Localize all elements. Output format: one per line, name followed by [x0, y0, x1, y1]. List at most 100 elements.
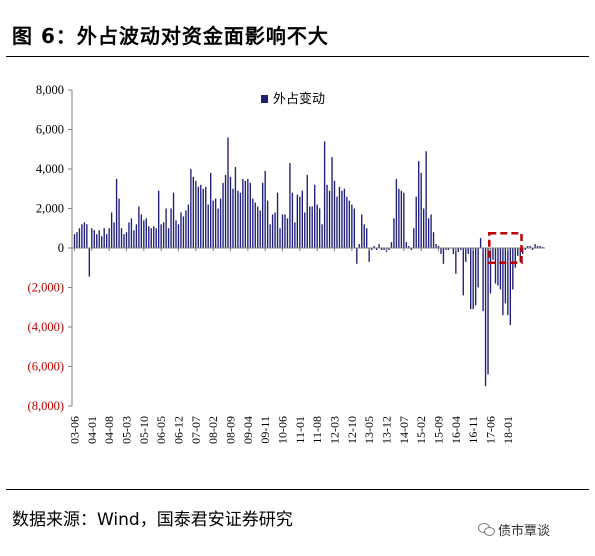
bar	[519, 248, 521, 262]
highlight-box	[488, 231, 523, 265]
bar	[467, 248, 469, 254]
bar	[403, 192, 405, 248]
bar	[125, 232, 128, 248]
bar	[474, 248, 477, 306]
bar	[395, 178, 398, 249]
bar	[185, 210, 187, 248]
x-tick-label: 17-06	[484, 416, 498, 444]
x-tick-label: 07-07	[189, 416, 203, 444]
bar	[309, 206, 311, 248]
bar	[447, 248, 450, 250]
figure-title: 图 6：外占波动对资金面影响不大	[12, 24, 329, 48]
bar	[192, 176, 195, 248]
x-tick-label: 15-09	[432, 416, 446, 444]
bar	[108, 228, 110, 248]
y-tick-label: 0	[58, 241, 64, 255]
bar	[323, 141, 326, 248]
bar	[202, 188, 204, 248]
x-tick-label: 11-08	[310, 416, 324, 444]
bar	[432, 232, 435, 248]
bar	[113, 222, 115, 248]
bar	[514, 248, 516, 268]
bar	[304, 212, 306, 248]
bar	[413, 228, 415, 248]
bar	[222, 182, 224, 248]
bar	[427, 218, 430, 249]
bar	[187, 204, 190, 248]
bar	[333, 180, 336, 248]
bar	[531, 248, 534, 250]
bar	[539, 246, 541, 248]
bar	[316, 204, 318, 248]
bar	[103, 228, 105, 248]
bar	[98, 230, 100, 248]
bar	[279, 228, 281, 248]
bar	[264, 170, 266, 248]
bar	[101, 236, 103, 248]
bar	[252, 198, 254, 249]
bar	[358, 244, 360, 248]
x-tick-label: 13-05	[362, 416, 376, 444]
bar	[229, 176, 232, 248]
x-tick-label: 06-12	[172, 416, 186, 444]
bar	[110, 212, 113, 248]
bar	[118, 198, 120, 249]
bar	[331, 157, 333, 248]
bar	[343, 188, 346, 248]
source-divider	[6, 489, 589, 490]
bar	[314, 184, 316, 248]
bar	[143, 220, 145, 248]
bar	[217, 208, 219, 248]
bar	[78, 228, 81, 248]
bar	[197, 186, 199, 248]
bar	[393, 218, 395, 249]
y-tick-label: 2,000	[36, 202, 64, 216]
bar	[96, 234, 98, 248]
bar	[150, 228, 152, 248]
bar	[170, 208, 172, 248]
bar	[128, 222, 130, 248]
bar	[269, 224, 271, 248]
legend: 外占变动	[261, 91, 325, 107]
bar	[105, 234, 108, 248]
bar	[504, 248, 507, 304]
y-tick-label: 8,000	[36, 83, 64, 97]
bar	[155, 228, 157, 248]
bar	[378, 244, 380, 248]
bar	[512, 248, 514, 290]
bar	[425, 151, 427, 248]
x-tick-label: 12-03	[328, 416, 342, 444]
bar	[465, 248, 467, 262]
bar	[232, 188, 234, 248]
bar	[83, 222, 86, 248]
bar	[366, 228, 368, 248]
bar	[440, 248, 442, 254]
bar	[437, 246, 440, 248]
bar	[341, 190, 343, 248]
watermark-text: 债市覃谈	[498, 524, 551, 539]
x-tick-label: 16-04	[449, 416, 463, 444]
bar	[284, 214, 286, 248]
bar	[289, 163, 291, 248]
bar	[157, 190, 160, 248]
bar	[361, 214, 363, 248]
bar	[88, 248, 91, 277]
bar	[165, 208, 167, 248]
x-tick-label: 11-01	[293, 416, 307, 444]
bar	[457, 248, 459, 252]
bar	[133, 230, 135, 248]
bar	[219, 198, 222, 249]
bar	[214, 198, 217, 249]
x-tick-label: 12-10	[345, 416, 359, 444]
bar	[380, 248, 383, 250]
bar	[91, 228, 93, 248]
bar	[175, 220, 177, 248]
bar	[430, 214, 432, 248]
bar	[509, 248, 512, 326]
bar	[497, 248, 499, 286]
bar	[472, 248, 474, 310]
bar	[455, 248, 457, 274]
bar	[470, 248, 472, 310]
bar	[212, 200, 214, 248]
bar	[326, 184, 328, 248]
